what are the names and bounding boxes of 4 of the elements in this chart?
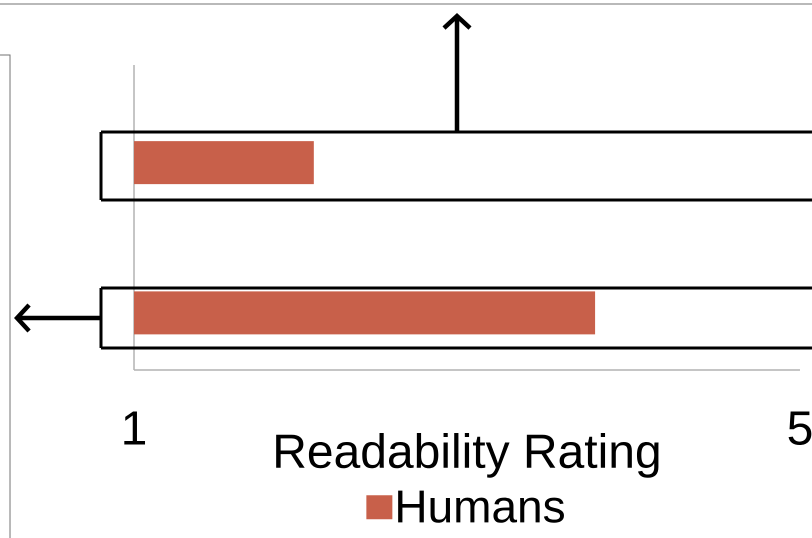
x-axis-title: Readability Rating [276,433,659,478]
legend-label: Humans [398,490,564,523]
x-tick-label: 1 [124,412,146,445]
x-tick-label: 5 [788,412,812,446]
